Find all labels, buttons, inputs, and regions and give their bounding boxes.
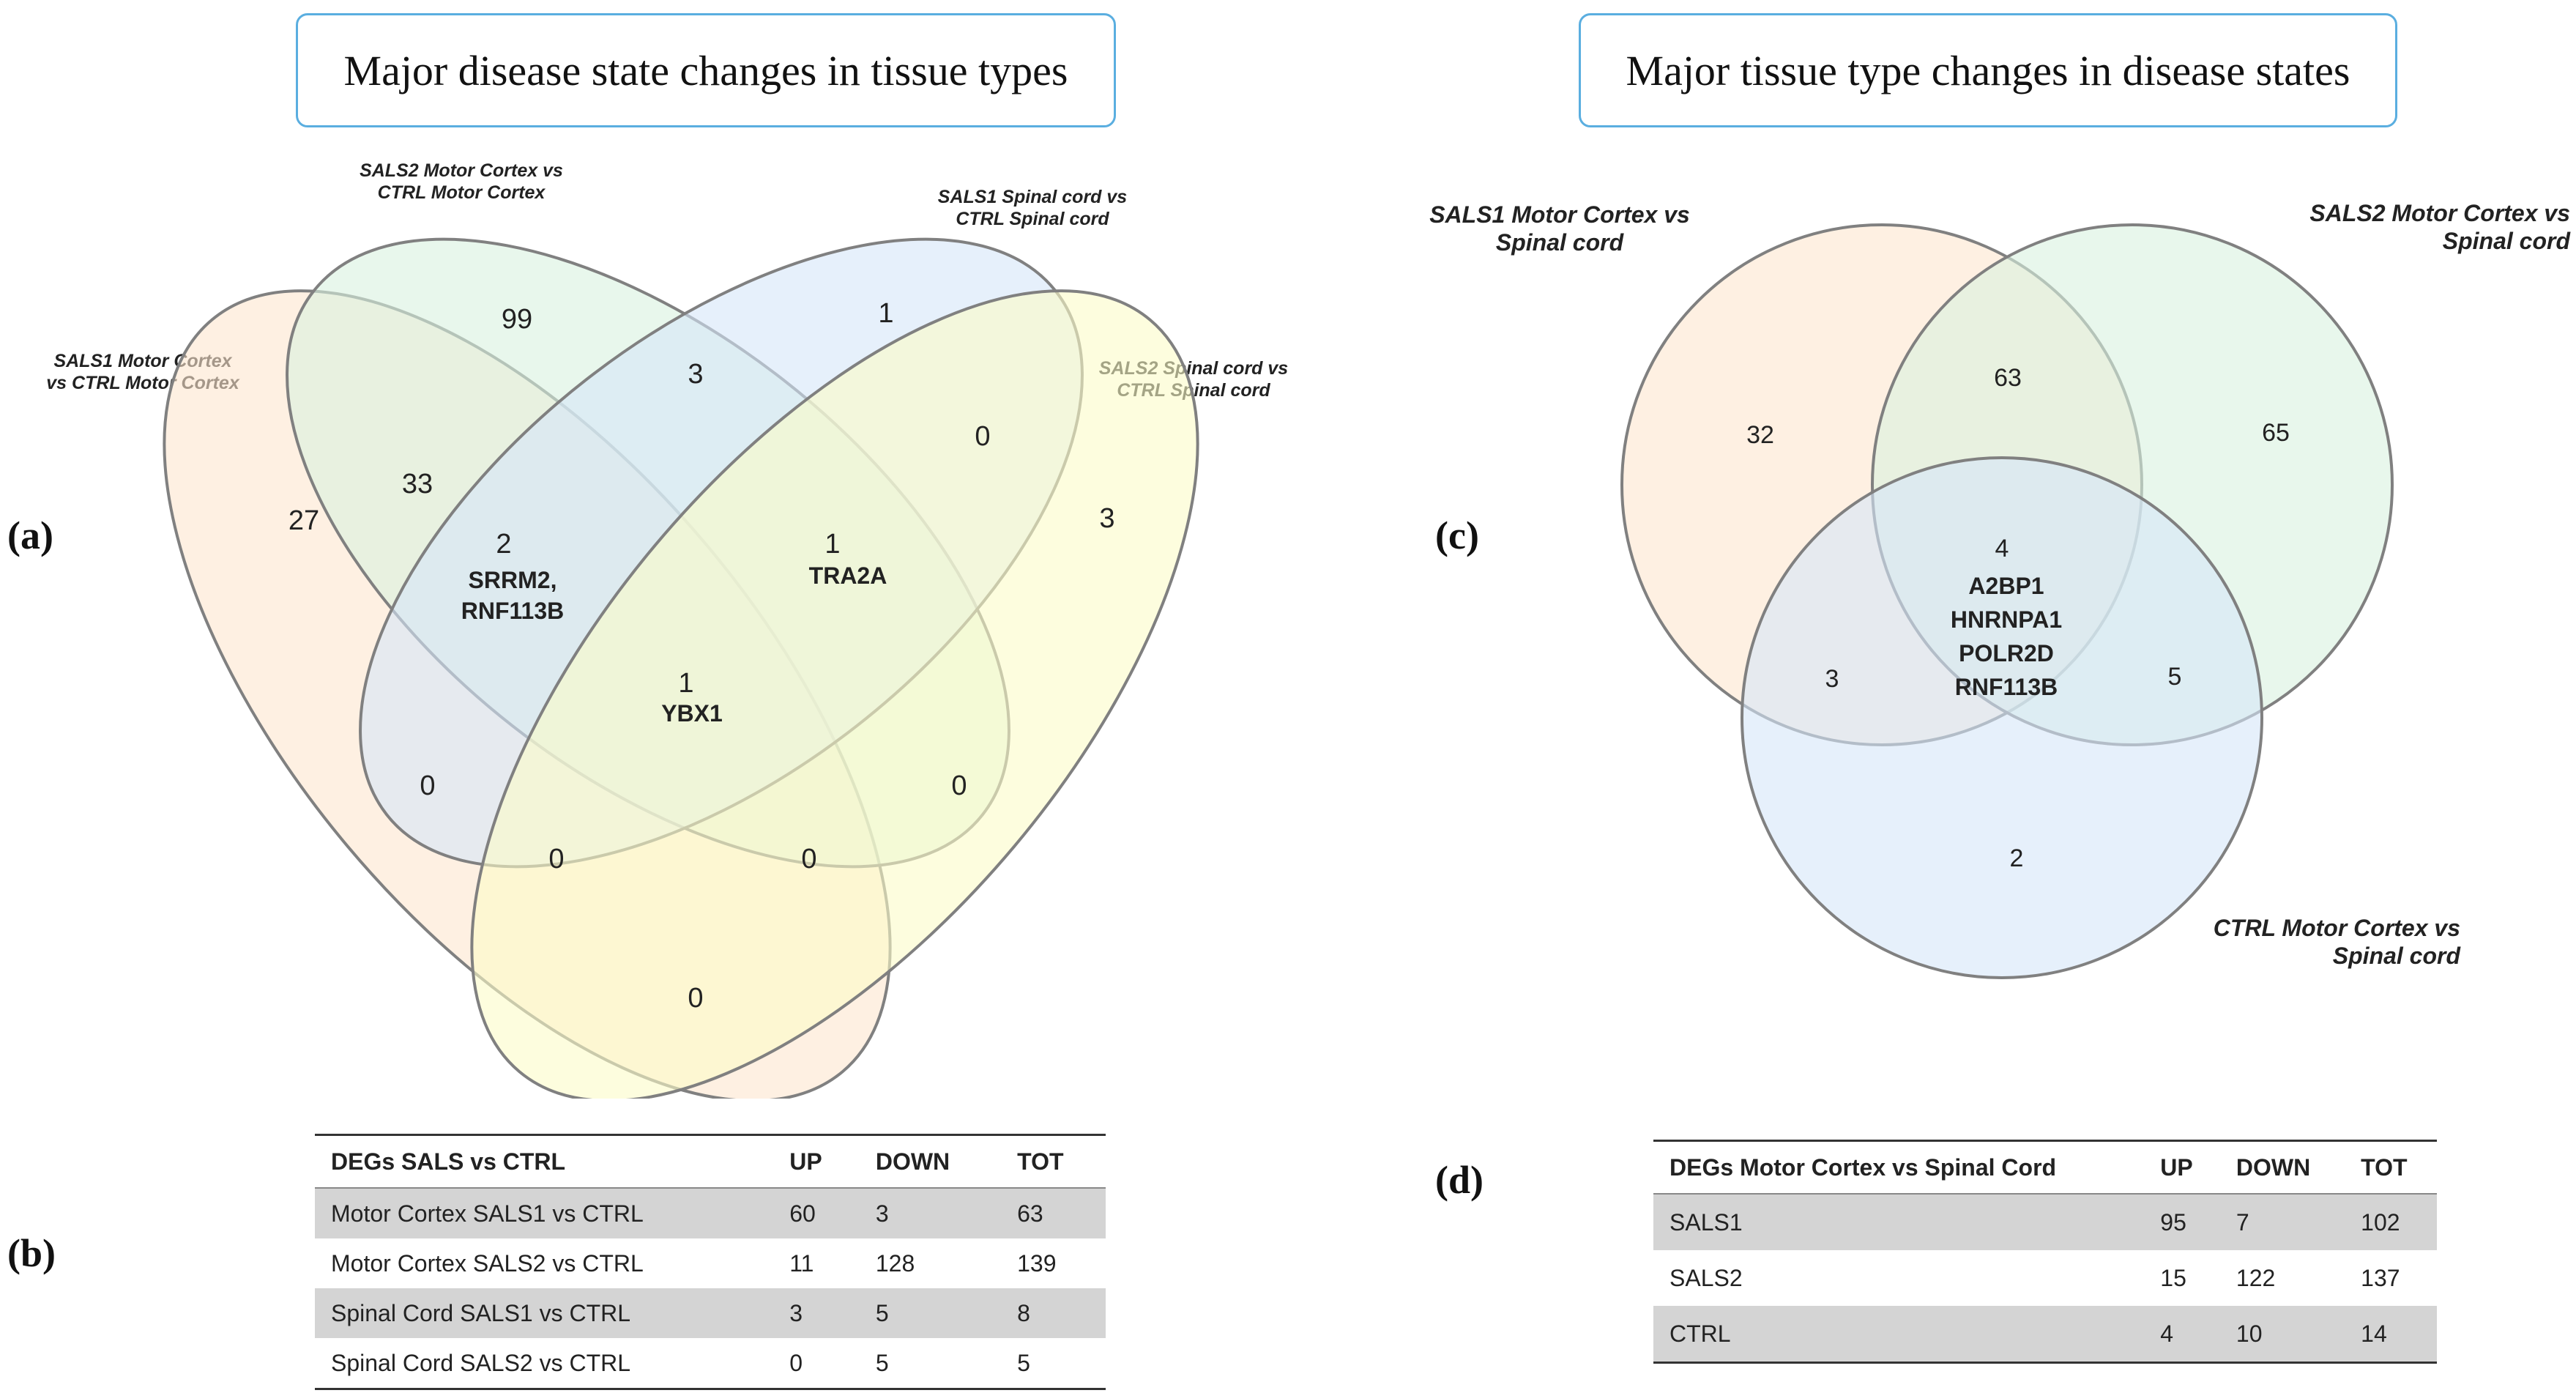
venn3-region-sals2-ctrl: 5	[2168, 663, 2182, 691]
venn4-region-sals1sc-sals2sc: 0	[975, 421, 990, 452]
table-cell: Motor Cortex SALS1 vs CTRL	[315, 1188, 774, 1238]
table-row: SALS1 95 7 102	[1653, 1194, 2437, 1250]
venn4-region-right-lower: 0	[951, 770, 967, 801]
table-b-header-cell: DOWN	[859, 1134, 1002, 1189]
table-cell: 0	[789, 1349, 803, 1376]
table-cell: 102	[2345, 1194, 2437, 1250]
venn4-region-left-lower: 0	[420, 770, 435, 801]
panel-label-c: (c)	[1435, 513, 1479, 557]
table-cell: SALS1	[1653, 1194, 2145, 1250]
venn3-region-only-sals1: 32	[1746, 421, 1774, 449]
table-row: CTRL 4 10 14	[1653, 1306, 2437, 1363]
table-cell: 122	[2236, 1264, 2276, 1291]
table-cell: 5	[1017, 1349, 1030, 1376]
table-cell: 5	[875, 1349, 889, 1376]
table-d-header-cell: DOWN	[2219, 1140, 2345, 1195]
table-cell: 10	[2219, 1306, 2345, 1363]
venn4-diagram: 99 1 3 27 33 0 3 2 1 1 0 0 0 0 0 SRRM2, …	[163, 237, 1199, 1099]
venn4-label-sals2-mc: SALS2 Motor Cortex vs CTRL Motor Cortex	[360, 160, 563, 203]
venn4-gene-ybx1: YBX1	[661, 700, 723, 727]
table-b-header-row: DEGs SALS vs CTRL UP DOWN TOT	[315, 1134, 1106, 1189]
venn4-region-only-sals1-sc: 1	[878, 298, 893, 329]
table-cell: 63	[1001, 1188, 1106, 1238]
table-cell: 128	[875, 1249, 915, 1277]
table-cell: 11	[789, 1249, 814, 1277]
table-cell: 139	[1017, 1249, 1057, 1277]
table-cell: 5	[859, 1288, 1002, 1338]
venn4-gene-rnf113b: RNF113B	[461, 598, 565, 624]
venn3-region-only-sals2: 65	[2262, 419, 2290, 447]
table-b: DEGs SALS vs CTRL UP DOWN TOT Motor Cort…	[315, 1134, 1106, 1390]
table-cell: 15	[2160, 1264, 2186, 1291]
table-cell: Motor Cortex SALS2 vs CTRL	[331, 1249, 644, 1277]
table-cell: 3	[773, 1288, 860, 1338]
venn4-region-only-sals1-mc: 27	[289, 505, 319, 536]
venn3-label-ctrl: CTRL Motor Cortex vs Spinal cord	[2213, 915, 2460, 970]
venn4-region-bottom: 0	[688, 983, 703, 1014]
table-cell: CTRL	[1653, 1306, 2145, 1363]
table-cell: 7	[2219, 1194, 2345, 1250]
venn4-region-lower-right-inner: 0	[801, 844, 816, 874]
table-cell: 137	[2361, 1264, 2400, 1291]
table-cell: SALS2	[1669, 1264, 1743, 1291]
left-title: Major disease state changes in tissue ty…	[296, 13, 1116, 127]
table-row: Spinal Cord SALS2 vs CTRL 0 5 5	[315, 1338, 1106, 1389]
table-d-header-row: DEGs Motor Cortex vs Spinal Cord UP DOWN…	[1653, 1140, 2437, 1195]
venn4-gene-srrm2: SRRM2,	[469, 567, 557, 593]
table-b-header-cell: DEGs SALS vs CTRL	[315, 1134, 774, 1189]
table-row: Motor Cortex SALS1 vs CTRL 60 3 63	[315, 1188, 1106, 1238]
table-d-header-cell: UP	[2144, 1140, 2220, 1195]
panel-label-a: (a)	[7, 513, 53, 557]
venn4-region-triple-b-count: 1	[824, 529, 840, 560]
table-d-header-cell: TOT	[2345, 1140, 2437, 1195]
venn4-region-triple-a-count: 2	[496, 529, 511, 560]
venn4-region-sals1mc-sals2mc: 33	[402, 469, 433, 499]
venn3-region-center-count: 4	[1995, 535, 2009, 562]
venn3-diagram: 32 63 65 4 3 5 2 A2BP1 HNRNPA1 POLR2D RN…	[1620, 223, 2394, 979]
panel-label-b: (b)	[7, 1231, 56, 1275]
table-cell: 8	[1001, 1288, 1106, 1338]
venn4-region-only-sals2-mc: 99	[502, 304, 532, 335]
table-row: Spinal Cord SALS1 vs CTRL 3 5 8	[315, 1288, 1106, 1338]
table-d: DEGs Motor Cortex vs Spinal Cord UP DOWN…	[1653, 1140, 2437, 1364]
venn4-region-sals2mc-sals1sc: 3	[688, 359, 703, 390]
table-cell: 60	[773, 1188, 860, 1238]
table-row: SALS2 15 122 137	[1653, 1250, 2437, 1306]
right-title: Major tissue type changes in disease sta…	[1579, 13, 2397, 127]
table-cell: Spinal Cord SALS1 vs CTRL	[315, 1288, 774, 1338]
venn3-label-sals2: SALS2 Motor Cortex vs Spinal cord	[2309, 200, 2570, 255]
table-row: Motor Cortex SALS2 vs CTRL 11 128 139	[315, 1238, 1106, 1288]
venn3-gene-rnf113b: RNF113B	[1955, 674, 2058, 700]
table-cell: 95	[2144, 1194, 2220, 1250]
panel-label-d: (d)	[1435, 1158, 1484, 1202]
venn4-ellipse-sals2-sc	[470, 289, 1199, 1099]
venn3-circle-ctrl	[1741, 456, 2263, 979]
venn4-label-sals1-sc: SALS1 Spinal cord vs CTRL Spinal cord	[937, 187, 1128, 229]
table-cell: 3	[859, 1188, 1002, 1238]
venn4-region-only-sals2-sc: 3	[1099, 503, 1114, 534]
venn4-region-center-count: 1	[678, 668, 693, 699]
venn3-gene-a2bp1: A2BP1	[1968, 573, 2044, 599]
venn3-label-sals1: SALS1 Motor Cortex vs Spinal cord	[1429, 201, 1690, 256]
venn3-region-sals1-ctrl: 3	[1825, 665, 1839, 693]
table-d-header-cell: DEGs Motor Cortex vs Spinal Cord	[1653, 1140, 2145, 1195]
venn4-gene-tra2a: TRA2A	[809, 562, 887, 589]
table-cell: Spinal Cord SALS2 vs CTRL	[331, 1349, 631, 1376]
venn3-gene-hnrnpa1: HNRNPA1	[1951, 606, 2062, 633]
venn3-region-sals1-sals2: 63	[1994, 364, 2022, 392]
venn3-region-only-ctrl: 2	[2010, 844, 2024, 872]
venn4-region-lower-left-inner: 0	[548, 844, 564, 874]
table-b-header-cell: TOT	[1001, 1134, 1106, 1189]
table-b-header-cell: UP	[773, 1134, 860, 1189]
table-cell: 4	[2144, 1306, 2220, 1363]
venn3-gene-polr2d: POLR2D	[1959, 640, 2054, 666]
table-cell: 14	[2345, 1306, 2437, 1363]
